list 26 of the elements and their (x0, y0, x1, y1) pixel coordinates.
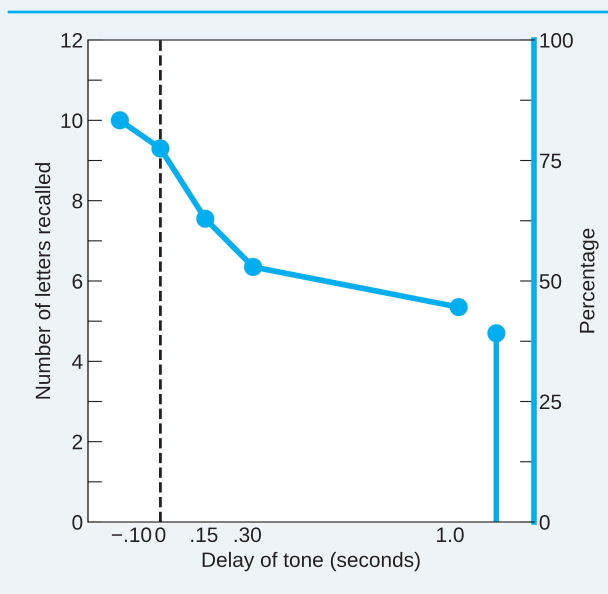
point (450, 298, 468, 316)
point (244, 258, 262, 276)
x-tick-label: 0 (155, 527, 166, 542)
y2-axis-title: Percentage (580, 228, 599, 333)
y-tick-label: 6 (72, 274, 82, 289)
y2-tick-label: 0 (540, 515, 550, 530)
y2-tick-label: 50 (540, 274, 562, 289)
y-tick-label: 4 (72, 354, 83, 369)
x-tick-label: −.10 (112, 527, 152, 542)
y-tick-label: 0 (72, 515, 82, 530)
x-axis-title: Delay of tone (seconds) (202, 552, 420, 572)
x-tick-label: 1.0 (437, 527, 464, 542)
y-axis-title: Number of letters recalled (34, 163, 50, 399)
y-tick-label: 8 (72, 194, 82, 208)
y2-tick-label: 75 (540, 154, 562, 168)
point (487, 324, 506, 342)
y2-tick-label: 25 (540, 394, 562, 410)
y-tick-label: 10 (62, 113, 82, 128)
y-tick-label: 12 (62, 33, 82, 48)
y-tick-label: 2 (72, 434, 82, 450)
y2-tick-label: 100 (540, 33, 573, 48)
x-tick-label: .15 (191, 528, 218, 542)
x-tick-label: .30 (234, 527, 261, 542)
point (110, 111, 129, 130)
point (151, 139, 170, 158)
point (196, 210, 214, 228)
